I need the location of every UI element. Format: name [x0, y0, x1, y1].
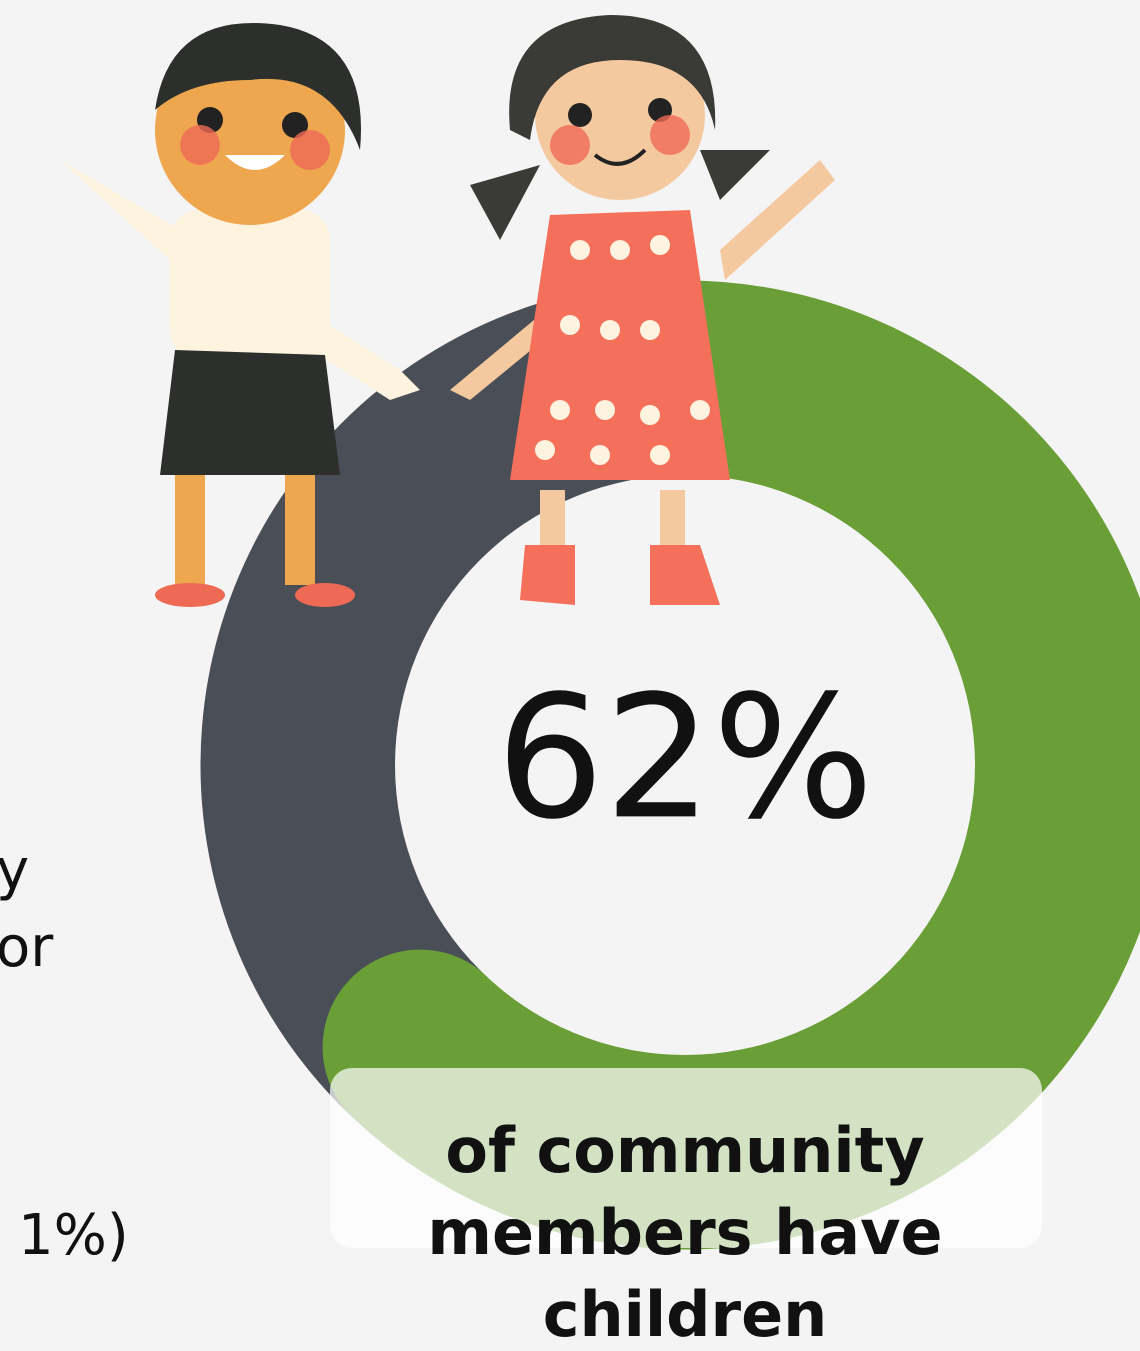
- illustration: [60, 15, 835, 607]
- side-text: or: [0, 915, 54, 980]
- side-text: y: [0, 838, 30, 903]
- caption-panel: [330, 1068, 1042, 1248]
- donut-hole: [395, 475, 975, 1055]
- caption: of community members have children: [427, 1114, 943, 1351]
- side-text: 1%): [18, 1203, 129, 1268]
- value-label: 62%: [496, 659, 874, 857]
